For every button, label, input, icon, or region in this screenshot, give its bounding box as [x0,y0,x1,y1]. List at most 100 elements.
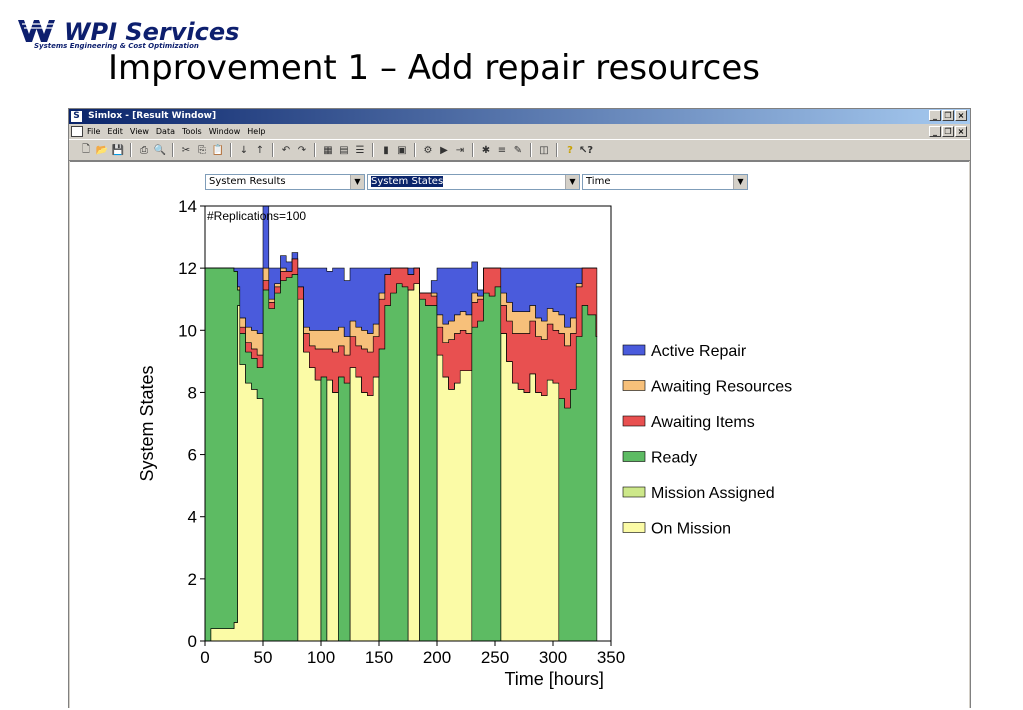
window-titlebar[interactable]: S Simlox - [Result Window] _ ❐ × [69,109,970,124]
menu-bar: File Edit View Data Tools Window Help _ … [69,124,970,139]
chart-legend: Active Repair Awaiting Resources Awaiting … [622,343,792,538]
toolbar-separator [414,143,416,157]
legend-swatch [622,380,646,391]
wpi-logo-mark-icon [18,20,58,42]
cut-icon[interactable]: ✂ [181,144,191,156]
simlox-app-icon: S [71,111,82,122]
simlox-window: S Simlox - [Result Window] _ ❐ × File Ed… [68,108,971,708]
chart-icon[interactable]: ▤ [339,144,349,156]
restore-button[interactable]: ❐ [942,110,954,121]
toolbar-separator [230,143,232,157]
settings-icon[interactable]: ✱ [481,144,491,156]
x-tick-label: 200 [423,648,451,667]
y-tick-label: 0 [188,632,197,651]
context-help-icon[interactable]: ↖? [578,144,594,156]
legend-label: Active Repair [651,343,747,360]
legend-swatch [622,344,646,356]
toolbar-separator [372,143,374,157]
results-select[interactable]: System Results ▼ [205,174,365,190]
grid-icon[interactable]: ☰ [355,144,365,156]
toolbar-separator [130,143,132,157]
x-tick-label: 350 [597,648,625,667]
replications-annotation: #Replications=100 [207,209,306,223]
y-tick-label: 14 [178,197,197,216]
toolbar: 🗋 📂 💾 ⎙ 🔍 ✂ ⎘ 📋 ↓ ↑ ↶ ↷ ▦ ▤ ☰ ▮ ▣ ⚙ ▶ ⇥ … [69,139,970,161]
menu-data[interactable]: Data [155,127,175,136]
legend-swatch [622,451,646,462]
legend-label: Mission Assigned [651,485,775,502]
slide-title: Improvement 1 – Add repair resources [108,48,760,88]
menu-view[interactable]: View [129,127,149,136]
toolbar-separator [272,143,274,157]
toolbar-separator [172,143,174,157]
x-tick-label: 0 [200,648,209,667]
doc-close-button[interactable]: × [955,126,967,137]
run-icon[interactable]: ▶ [440,144,448,156]
x-tick-label: 50 [254,648,273,667]
legend-swatch [622,522,646,533]
toolbar-separator [556,143,558,157]
y-tick-label: 10 [178,321,197,340]
logo-tagline: Systems Engineering & Cost Optimization [34,42,199,50]
menu-file[interactable]: File [87,127,101,136]
toolbar-separator [472,143,474,157]
y-tick-label: 8 [188,383,197,402]
sort-descending-icon[interactable]: ↑ [255,144,265,156]
legend-label: On Mission [651,521,731,538]
chevron-down-icon[interactable]: ▼ [565,175,579,189]
sort-ascending-icon[interactable]: ↓ [239,144,249,156]
print-icon[interactable]: ⎙ [140,144,148,156]
minimize-button[interactable]: _ [929,110,941,121]
toolbar-separator [530,143,532,157]
bar-icon[interactable]: ▮ [383,144,389,156]
y-tick-label: 12 [178,259,197,278]
legend-swatch [622,415,646,427]
states-select-value: System States [371,176,444,187]
x-tick-label: 150 [365,648,393,667]
new-file-icon[interactable]: 🗋 [81,143,91,155]
help-icon[interactable]: ? [567,144,573,156]
undo-icon[interactable]: ↶ [281,144,291,156]
legend-label: Awaiting Items [651,414,755,431]
chevron-down-icon[interactable]: ▼ [733,175,747,189]
close-button[interactable]: × [955,110,967,121]
legend-label: Ready [651,450,697,467]
open-folder-icon[interactable]: 📂 [95,144,109,156]
list-icon[interactable]: ≡ [497,144,507,156]
x-tick-label: 100 [307,648,335,667]
menu-window[interactable]: Window [208,127,241,136]
save-icon[interactable]: 💾 [111,144,125,156]
print-preview-icon[interactable]: 🔍 [153,144,167,156]
y-tick-label: 4 [188,508,197,527]
series-active-repair [205,205,597,337]
x-tick-label: 300 [539,648,567,667]
menu-tools[interactable]: Tools [181,127,202,136]
result-window-client: System Results ▼ System States ▼ Time ▼ … [70,161,969,708]
wpi-logo: WPI Services Systems Engineering & Cost … [18,18,278,52]
document-icon[interactable] [71,126,83,137]
step-icon[interactable]: ⇥ [455,144,465,156]
table-icon[interactable]: ▦ [323,144,333,156]
plot-frame [204,205,612,642]
copy-icon[interactable]: ⎘ [198,144,206,156]
tool-icon[interactable]: ✎ [513,144,523,156]
axis-select[interactable]: Time ▼ [582,174,748,190]
y-tick-label: 6 [188,446,197,465]
report-icon[interactable]: ▣ [397,144,407,156]
window-icon[interactable]: ◫ [539,144,549,156]
chevron-down-icon[interactable]: ▼ [350,175,364,189]
menu-edit[interactable]: Edit [107,127,123,136]
simulate-icon[interactable]: ⚙ [423,144,433,156]
toolbar-separator [314,143,316,157]
menu-help[interactable]: Help [247,127,266,136]
paste-icon[interactable]: 📋 [211,144,225,156]
doc-restore-button[interactable]: ❐ [942,126,954,137]
x-tick-label: 250 [481,648,509,667]
logo-name: WPI Services [64,18,240,46]
y-axis-label: System States [137,365,157,481]
window-title: Simlox - [Result Window] [88,111,217,121]
doc-minimize-button[interactable]: _ [929,126,941,137]
axis-select-value: Time [586,176,611,187]
states-select[interactable]: System States ▼ [367,174,580,190]
redo-icon[interactable]: ↷ [297,144,307,156]
